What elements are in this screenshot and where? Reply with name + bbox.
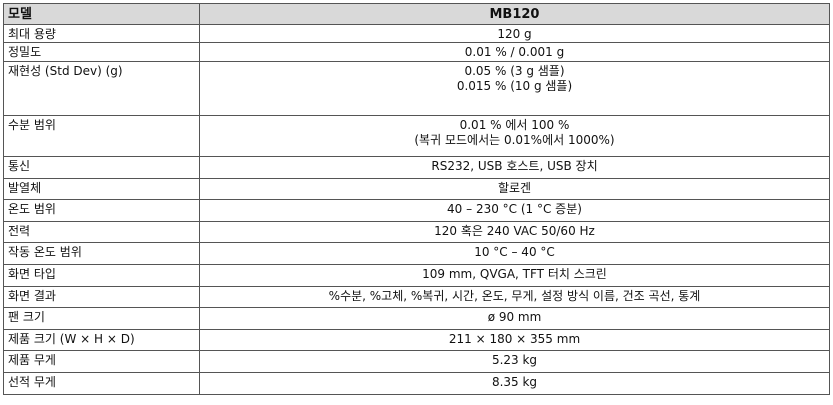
value-line: 0.01 % / 0.001 g <box>464 45 565 59</box>
spec-value: 109 mm, QVGA, TFT 터치 스크린 <box>199 263 830 287</box>
value-line: 109 mm, QVGA, TFT 터치 스크린 <box>422 266 607 281</box>
spec-value: %수분, %고체, %복귀, 시간, 온도, 무게, 설정 방식 이름, 건조 … <box>199 285 830 309</box>
spec-label: 팬 크기 <box>3 307 200 330</box>
header-row: 모델 MB120 <box>3 3 830 25</box>
spec-value: 0.01 % 에서 100 % (복귀 모드에서는 0.01%에서 1000%) <box>199 115 830 157</box>
spec-value: 10 °C – 40 °C <box>199 242 830 265</box>
spec-label: 통신 <box>3 156 200 179</box>
spec-row: 전력 120 혹은 240 VAC 50/60 Hz <box>3 220 830 244</box>
spec-label: 정밀도 <box>3 42 200 62</box>
header-label: 모델 <box>3 3 200 25</box>
spec-row: 제품 무게 5.23 kg <box>3 350 830 373</box>
value-line: 0.01 % 에서 100 % <box>459 118 570 132</box>
value-line: 0.015 % (10 g 샘플) <box>456 79 573 93</box>
spec-label: 전력 <box>3 220 200 244</box>
spec-value: 120 혹은 240 VAC 50/60 Hz <box>199 220 830 244</box>
spec-label: 재현성 (Std Dev) (g) <box>3 61 200 116</box>
value-line: RS232, USB 호스트, USB 장치 <box>431 159 598 173</box>
spec-value: 할로겐 <box>199 177 830 201</box>
value-line: (복귀 모드에서는 0.01%에서 1000%) <box>414 133 615 147</box>
spec-row: 화면 결과 %수분, %고체, %복귀, 시간, 온도, 무게, 설정 방식 이름… <box>3 285 830 309</box>
spec-row: 정밀도 0.01 % / 0.001 g <box>3 42 830 62</box>
value-line: 할로겐 <box>497 180 532 195</box>
spec-row: 수분 범위 0.01 % 에서 100 % (복귀 모드에서는 0.01%에서 10… <box>3 115 830 157</box>
spec-row: 온도 범위 40 – 230 °C (1 °C 증분) <box>3 199 830 222</box>
header-value: MB120 <box>199 3 830 25</box>
value-line: %수분, %고체, %복귀, 시간, 온도, 무게, 설정 방식 이름, 건조 … <box>328 288 701 303</box>
spec-value: 120 g <box>199 24 830 43</box>
value-line: 8.35 kg <box>491 374 538 389</box>
spec-value: RS232, USB 호스트, USB 장치 <box>199 156 830 179</box>
spec-row: 재현성 (Std Dev) (g) 0.05 % (3 g 샘플) 0.015 % … <box>3 61 830 116</box>
value-line: 10 °C – 40 °C <box>474 245 555 260</box>
spec-label: 제품 무게 <box>3 350 200 373</box>
value-line: 5.23 kg <box>491 353 538 368</box>
spec-row: 최대 용량 120 g <box>3 24 830 43</box>
spec-row: 화면 타입 109 mm, QVGA, TFT 터치 스크린 <box>3 263 830 287</box>
spec-value: ø 90 mm <box>199 307 830 330</box>
spec-label: 화면 결과 <box>3 285 200 309</box>
value-line: 0.05 % (3 g 샘플) <box>464 64 565 78</box>
value-line: ø 90 mm <box>487 310 542 325</box>
spec-row: 선적 무게 8.35 kg <box>3 371 830 395</box>
spec-value: 0.01 % / 0.001 g <box>199 42 830 62</box>
spec-value: 0.05 % (3 g 샘플) 0.015 % (10 g 샘플) <box>199 61 830 116</box>
spec-value: 211 × 180 × 355 mm <box>199 328 830 352</box>
spec-label: 작동 온도 범위 <box>3 242 200 265</box>
spec-label: 발열체 <box>3 177 200 201</box>
spec-label: 화면 타입 <box>3 263 200 287</box>
spec-value: 5.23 kg <box>199 350 830 373</box>
spec-label: 선적 무게 <box>3 371 200 395</box>
spec-value: 40 – 230 °C (1 °C 증분) <box>199 199 830 222</box>
spec-value: 8.35 kg <box>199 371 830 395</box>
value-line: 120 혹은 240 VAC 50/60 Hz <box>434 223 595 238</box>
spec-label: 최대 용량 <box>3 24 200 43</box>
value-line: 120 g <box>497 27 532 41</box>
spec-table: 모델 MB120 최대 용량 120 g 정밀도 0.01 % / 0.001 g 재현성 … <box>3 3 830 395</box>
spec-row: 작동 온도 범위 10 °C – 40 °C <box>3 242 830 265</box>
value-line: 40 – 230 °C (1 °C 증분) <box>447 202 582 217</box>
spec-label: 온도 범위 <box>3 199 200 222</box>
spec-label: 수분 범위 <box>3 115 200 157</box>
spec-row: 팬 크기 ø 90 mm <box>3 307 830 330</box>
spec-row: 제품 크기 (W × H × D) 211 × 180 × 355 mm <box>3 328 830 352</box>
spec-label: 제품 크기 (W × H × D) <box>3 328 200 352</box>
value-line: 211 × 180 × 355 mm <box>448 331 581 346</box>
spec-row: 통신 RS232, USB 호스트, USB 장치 <box>3 156 830 179</box>
spec-row: 발열체 할로겐 <box>3 177 830 201</box>
